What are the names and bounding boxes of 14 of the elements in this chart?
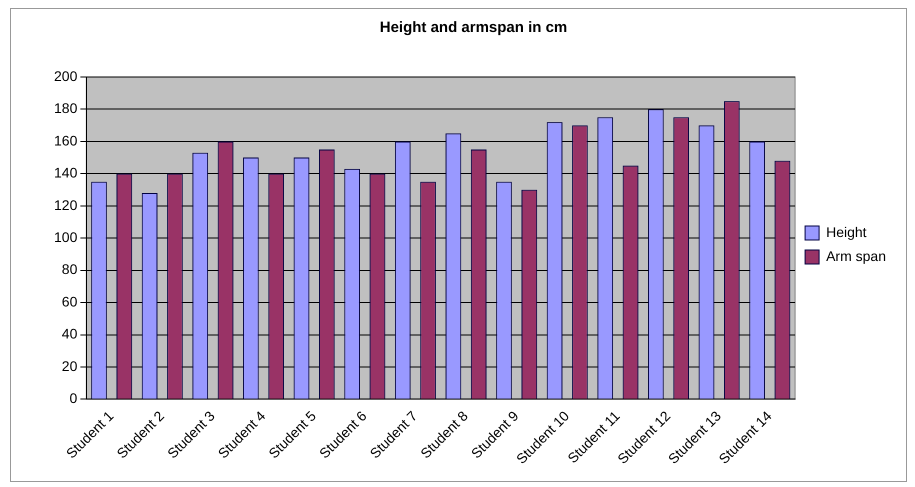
y-tick-label: 60 (62, 293, 78, 310)
y-tick-label: 160 (54, 132, 78, 148)
y-tick-label: 40 (62, 326, 78, 342)
y-tick-label: 140 (54, 164, 78, 181)
y-tick-label: 0 (70, 390, 78, 406)
y-tick-label: 120 (54, 196, 78, 213)
y-tick-label: 100 (54, 228, 78, 245)
y-tick-label: 80 (62, 261, 78, 278)
y-tick-label: 20 (62, 358, 78, 374)
legend-label: Height (826, 224, 867, 240)
y-tick-label: 180 (54, 100, 78, 116)
chart-title: Height and armspan in cm (380, 19, 568, 36)
y-tick-label: 200 (54, 68, 78, 84)
legend-label: Arm span (826, 248, 886, 264)
